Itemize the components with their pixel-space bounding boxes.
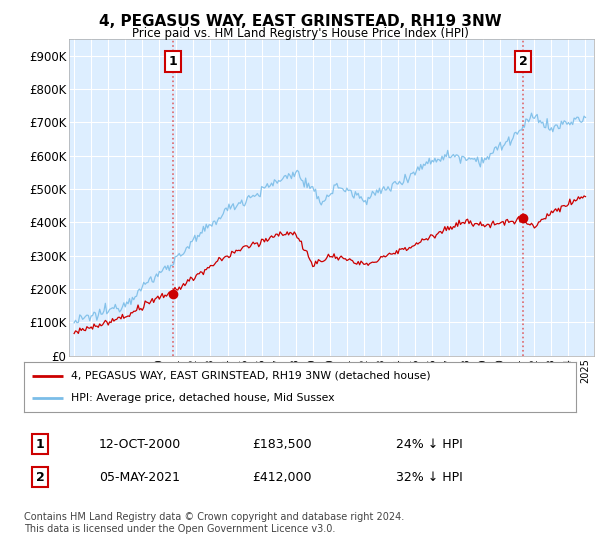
Text: 2: 2	[36, 470, 44, 484]
Text: 1: 1	[36, 437, 44, 451]
Text: 32% ↓ HPI: 32% ↓ HPI	[396, 470, 463, 484]
Text: 05-MAY-2021: 05-MAY-2021	[99, 470, 180, 484]
Text: 12-OCT-2000: 12-OCT-2000	[99, 437, 181, 451]
Text: 1: 1	[169, 55, 177, 68]
Text: 2: 2	[519, 55, 527, 68]
Text: HPI: Average price, detached house, Mid Sussex: HPI: Average price, detached house, Mid …	[71, 393, 334, 403]
Text: 4, PEGASUS WAY, EAST GRINSTEAD, RH19 3NW: 4, PEGASUS WAY, EAST GRINSTEAD, RH19 3NW	[98, 14, 502, 29]
Text: £183,500: £183,500	[252, 437, 311, 451]
Text: Price paid vs. HM Land Registry's House Price Index (HPI): Price paid vs. HM Land Registry's House …	[131, 27, 469, 40]
Text: £412,000: £412,000	[252, 470, 311, 484]
Text: Contains HM Land Registry data © Crown copyright and database right 2024.
This d: Contains HM Land Registry data © Crown c…	[24, 512, 404, 534]
Text: 4, PEGASUS WAY, EAST GRINSTEAD, RH19 3NW (detached house): 4, PEGASUS WAY, EAST GRINSTEAD, RH19 3NW…	[71, 371, 431, 381]
Text: 24% ↓ HPI: 24% ↓ HPI	[396, 437, 463, 451]
